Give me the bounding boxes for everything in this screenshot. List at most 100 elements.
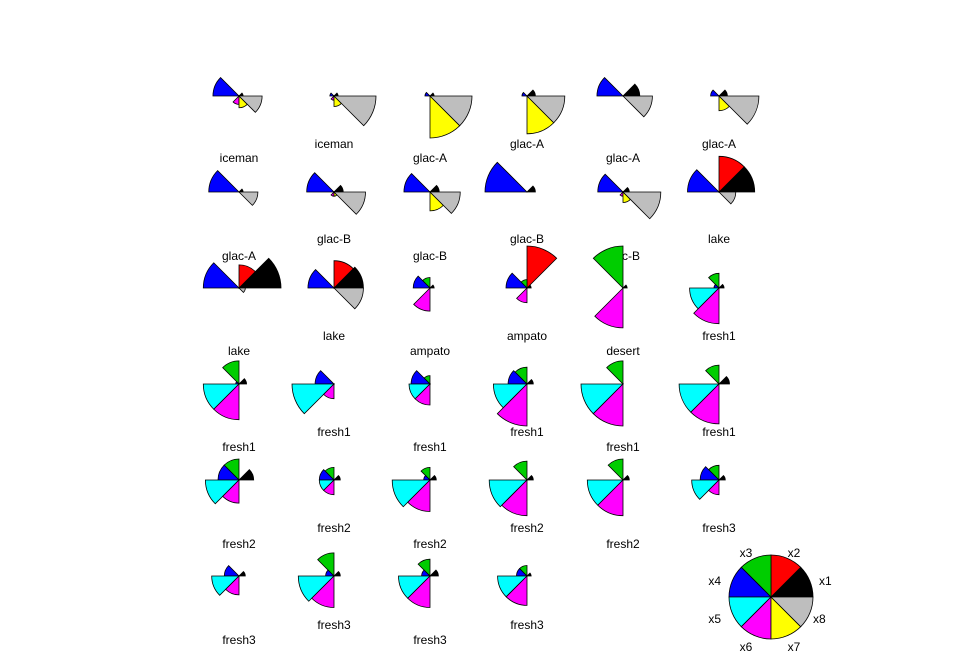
star-segment-x1 xyxy=(333,474,341,481)
star-segment-x3 xyxy=(222,360,240,385)
star-label: fresh2 xyxy=(317,521,351,535)
star-segment-x5 xyxy=(204,479,240,505)
star-segment-x4 xyxy=(484,161,528,193)
star-label: lake xyxy=(228,344,250,358)
star-segment-x6 xyxy=(407,479,431,512)
star-label: glac-A xyxy=(413,151,447,165)
star-segment-x6 xyxy=(232,95,240,105)
star-segment-x8 xyxy=(526,95,566,124)
star-label: fresh2 xyxy=(413,537,447,551)
star-segment-x1 xyxy=(718,89,728,97)
star-segment-x1 xyxy=(526,185,536,193)
star-segment-x8 xyxy=(718,95,760,125)
star-segment-x6 xyxy=(592,383,624,427)
star-segment-x2 xyxy=(718,155,745,193)
star-segment-x4 xyxy=(306,172,335,193)
star-segment-x1 xyxy=(238,378,247,385)
star-label: glac-A xyxy=(702,137,736,151)
star-segment-x3 xyxy=(417,558,431,577)
star-segment-x6 xyxy=(323,479,335,496)
star-segment-x5 xyxy=(488,479,528,508)
star-segment-x5 xyxy=(291,383,335,415)
star-segment-x1 xyxy=(429,92,435,97)
star-glyph: glac-A xyxy=(413,91,473,165)
star-glyph: glac-A xyxy=(596,77,653,165)
star-segment-x4 xyxy=(505,272,528,289)
star-segment-x1 xyxy=(622,474,630,481)
star-segment-x6 xyxy=(594,287,624,329)
star-glyph: fresh1 xyxy=(678,364,736,439)
star-segment-x4 xyxy=(208,170,240,193)
star-segment-x6 xyxy=(505,575,528,606)
star-glyph: glac-A xyxy=(702,89,760,151)
star-label: desert xyxy=(606,344,640,358)
key-label-x1: x1 xyxy=(819,574,832,588)
star-segment-x6 xyxy=(496,383,528,427)
star-segment-x3 xyxy=(607,458,624,481)
star-label: fresh3 xyxy=(317,618,351,632)
star-segment-x8 xyxy=(429,95,473,127)
star-segment-x4 xyxy=(710,89,720,97)
star-segment-x6 xyxy=(213,383,240,421)
star-segment-x1 xyxy=(238,92,244,97)
star-segment-x1 xyxy=(622,186,630,193)
star-glyph: iceman xyxy=(315,92,377,151)
star-label: fresh1 xyxy=(222,440,256,454)
star-label: fresh2 xyxy=(510,521,544,535)
star-segment-x1 xyxy=(238,570,246,577)
star-label: fresh3 xyxy=(413,633,447,647)
star-glyph: fresh3 xyxy=(211,565,256,647)
star-segment-x8 xyxy=(238,95,263,113)
star-segment-x6 xyxy=(708,479,720,496)
star-glyph: lake xyxy=(687,155,756,246)
key-label-x4: x4 xyxy=(708,574,721,588)
star-segment-x8 xyxy=(238,191,259,206)
star-segment-x4 xyxy=(521,91,528,97)
star-glyph: glac-A xyxy=(208,170,259,263)
star-segment-x4 xyxy=(314,370,335,385)
star-label: fresh2 xyxy=(606,537,640,551)
star-segment-x6 xyxy=(311,575,335,608)
star-segment-x3 xyxy=(606,360,624,385)
star-glyph: ampato xyxy=(505,245,558,343)
star-segment-x4 xyxy=(212,77,240,97)
star-segment-x6 xyxy=(222,479,240,504)
star-segment-x3 xyxy=(420,466,431,481)
key-label-x6: x6 xyxy=(740,640,753,654)
star-segment-x6 xyxy=(413,287,431,312)
star-segment-x4 xyxy=(307,269,335,289)
star-segment-x6 xyxy=(330,95,335,101)
star-glyph: glac-B xyxy=(484,161,544,246)
star-segment-x8 xyxy=(333,287,364,310)
star-segment-x8 xyxy=(333,95,377,127)
star-segment-x4 xyxy=(687,169,720,193)
star-glyph: lake xyxy=(307,260,364,343)
star-label: glac-B xyxy=(413,249,447,263)
star-label: ampato xyxy=(410,344,450,358)
star-glyph: fresh1 xyxy=(408,370,447,454)
star-segment-x3 xyxy=(317,552,335,577)
star-glyph: desert xyxy=(592,245,640,358)
star-label: glac-B xyxy=(510,232,544,246)
star-segment-x3 xyxy=(708,272,720,289)
star-segment-x2 xyxy=(238,264,256,289)
star-label: ampato xyxy=(507,329,547,343)
star-segment-x6 xyxy=(690,383,720,425)
key-label-x5: x5 xyxy=(708,612,721,626)
star-segment-x1 xyxy=(429,569,439,577)
star-segment-x1 xyxy=(526,378,534,385)
star-label: fresh1 xyxy=(702,425,736,439)
key-label-x3: x3 xyxy=(740,546,753,560)
star-segment-x8 xyxy=(718,191,737,205)
star-segment-x6 xyxy=(597,479,624,517)
star-glyph: fresh2 xyxy=(391,466,447,551)
star-segment-x1 xyxy=(238,469,255,481)
star-glyphs: iceman iceman glac-A glac-A glac-A glac-A glac… xyxy=(202,77,760,647)
star-glyph: fresh1 xyxy=(580,360,640,454)
star-segment-x4 xyxy=(597,173,624,193)
star-glyph: lake xyxy=(202,257,282,358)
star-segment-x8 xyxy=(429,191,461,214)
star-glyph: fresh1 xyxy=(492,366,544,439)
star-label: fresh3 xyxy=(222,633,256,647)
star-segment-x4 xyxy=(403,173,431,193)
